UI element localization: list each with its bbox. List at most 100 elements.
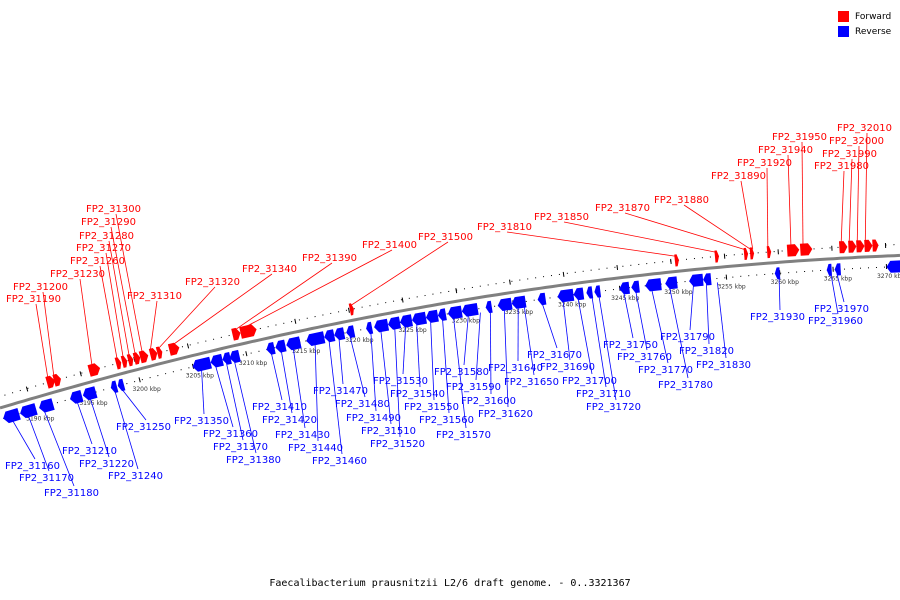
reverse-gene-arrow[interactable] [665,276,678,290]
forward-gene-arrow[interactable] [714,250,719,263]
forward-gene-arrow[interactable] [231,327,241,341]
reverse-gene-label[interactable]: FP2_31240 [108,471,163,482]
reverse-gene-label[interactable]: FP2_31210 [62,446,117,457]
reverse-gene-arrow[interactable] [703,273,712,286]
reverse-gene-label[interactable]: FP2_31480 [335,399,390,410]
reverse-gene-arrow[interactable] [485,300,493,314]
reverse-gene-arrow[interactable] [557,288,575,303]
reverse-gene-arrow[interactable] [834,263,841,276]
reverse-gene-label[interactable]: FP2_31170 [19,473,74,484]
reverse-gene-label[interactable]: FP2_31780 [658,380,713,391]
reverse-gene-label[interactable]: FP2_31350 [174,416,229,427]
forward-gene-label[interactable]: FP2_31260 [70,256,125,267]
reverse-gene-arrow[interactable] [70,390,84,404]
reverse-gene-label[interactable]: FP2_31790 [660,332,715,343]
forward-gene-arrow[interactable] [87,363,101,377]
forward-gene-label[interactable]: FP2_31850 [534,212,589,223]
forward-gene-arrow[interactable] [864,239,873,252]
reverse-gene-label[interactable]: FP2_31820 [679,346,734,357]
reverse-gene-arrow[interactable] [266,342,276,355]
forward-gene-arrow[interactable] [786,244,800,257]
reverse-gene-arrow[interactable] [324,329,336,343]
reverse-gene-label[interactable]: FP2_31160 [5,461,60,472]
reverse-gene-label[interactable]: FP2_31760 [617,352,672,363]
forward-gene-arrow[interactable] [126,354,134,367]
forward-gene-arrow[interactable] [45,375,55,389]
reverse-gene-label[interactable]: FP2_31770 [638,365,693,376]
reverse-gene-arrow[interactable] [586,286,594,299]
reverse-gene-label[interactable]: FP2_31360 [203,429,258,440]
forward-gene-label[interactable]: FP2_31810 [477,222,532,233]
reverse-gene-arrow[interactable] [306,331,326,346]
forward-gene-label[interactable]: FP2_31190 [6,294,61,305]
reverse-gene-arrow[interactable] [619,281,630,295]
forward-gene-arrow[interactable] [872,239,879,252]
forward-gene-arrow[interactable] [167,342,180,356]
reverse-gene-arrow[interactable] [275,339,287,353]
reverse-gene-label[interactable]: FP2_31750 [603,340,658,351]
reverse-gene-arrow[interactable] [511,295,527,309]
forward-gene-arrow[interactable] [52,373,61,387]
reverse-gene-label[interactable]: FP2_31650 [504,377,559,388]
reverse-gene-label[interactable]: FP2_31530 [373,376,428,387]
reverse-gene-label[interactable]: FP2_31970 [814,304,869,315]
reverse-gene-label[interactable]: FP2_31690 [540,362,595,373]
forward-gene-label[interactable]: FP2_31300 [86,204,141,215]
reverse-gene-label[interactable]: FP2_31620 [478,409,533,420]
reverse-gene-arrow[interactable] [573,287,585,301]
forward-gene-label[interactable]: FP2_31940 [758,145,813,156]
forward-gene-arrow[interactable] [799,243,813,256]
forward-gene-arrow[interactable] [348,303,354,316]
forward-gene-label[interactable]: FP2_31950 [772,132,827,143]
reverse-gene-label[interactable]: FP2_31700 [562,376,617,387]
forward-gene-label[interactable]: FP2_31270 [76,243,131,254]
reverse-gene-label[interactable]: FP2_31720 [586,402,641,413]
reverse-gene-arrow[interactable] [826,263,832,276]
reverse-gene-label[interactable]: FP2_31560 [419,415,474,426]
forward-gene-arrow[interactable] [674,254,679,267]
reverse-gene-label[interactable]: FP2_31590 [446,382,501,393]
forward-gene-arrow[interactable] [839,241,848,254]
reverse-gene-arrow[interactable] [286,336,302,351]
reverse-gene-label[interactable]: FP2_31370 [213,442,268,453]
reverse-gene-arrow[interactable] [594,285,602,298]
forward-gene-label[interactable]: FP2_31280 [79,231,134,242]
reverse-gene-arrow[interactable] [374,318,390,333]
reverse-gene-arrow[interactable] [537,292,547,306]
forward-gene-arrow[interactable] [148,348,158,361]
reverse-gene-label[interactable]: FP2_31600 [461,396,516,407]
reverse-gene-arrow[interactable] [366,321,374,335]
forward-gene-arrow[interactable] [120,355,128,368]
reverse-gene-arrow[interactable] [334,327,346,341]
reverse-gene-label[interactable]: FP2_31830 [696,360,751,371]
forward-gene-label[interactable]: FP2_31340 [242,264,297,275]
reverse-gene-arrow[interactable] [346,325,356,338]
forward-gene-arrow[interactable] [766,246,772,259]
forward-gene-label[interactable]: FP2_31500 [418,232,473,243]
forward-gene-label[interactable]: FP2_31880 [654,195,709,206]
forward-gene-arrow[interactable] [138,350,149,364]
reverse-gene-label[interactable]: FP2_31570 [436,430,491,441]
forward-gene-arrow[interactable] [132,352,141,365]
reverse-gene-arrow[interactable] [645,278,662,292]
reverse-gene-label[interactable]: FP2_31470 [313,386,368,397]
reverse-gene-label[interactable]: FP2_31180 [44,488,99,499]
reverse-gene-label[interactable]: FP2_31550 [404,402,459,413]
forward-gene-label[interactable]: FP2_31990 [822,149,877,160]
reverse-gene-label[interactable]: FP2_31540 [390,389,445,400]
reverse-gene-label[interactable]: FP2_31250 [116,422,171,433]
forward-gene-label[interactable]: FP2_31320 [185,277,240,288]
reverse-gene-arrow[interactable] [461,303,479,317]
reverse-gene-arrow[interactable] [192,356,212,372]
reverse-gene-label[interactable]: FP2_31710 [576,389,631,400]
forward-gene-arrow[interactable] [848,240,857,253]
forward-gene-label[interactable]: FP2_31310 [127,291,182,302]
forward-gene-label[interactable]: FP2_31400 [362,240,417,251]
reverse-gene-arrow[interactable] [82,386,98,401]
reverse-gene-label[interactable]: FP2_31520 [370,439,425,450]
forward-gene-label[interactable]: FP2_31870 [595,203,650,214]
forward-gene-label[interactable]: FP2_31390 [302,253,357,264]
reverse-gene-label[interactable]: FP2_31380 [226,455,281,466]
reverse-gene-label[interactable]: FP2_31640 [488,363,543,374]
reverse-gene-label[interactable]: FP2_31440 [288,443,343,454]
